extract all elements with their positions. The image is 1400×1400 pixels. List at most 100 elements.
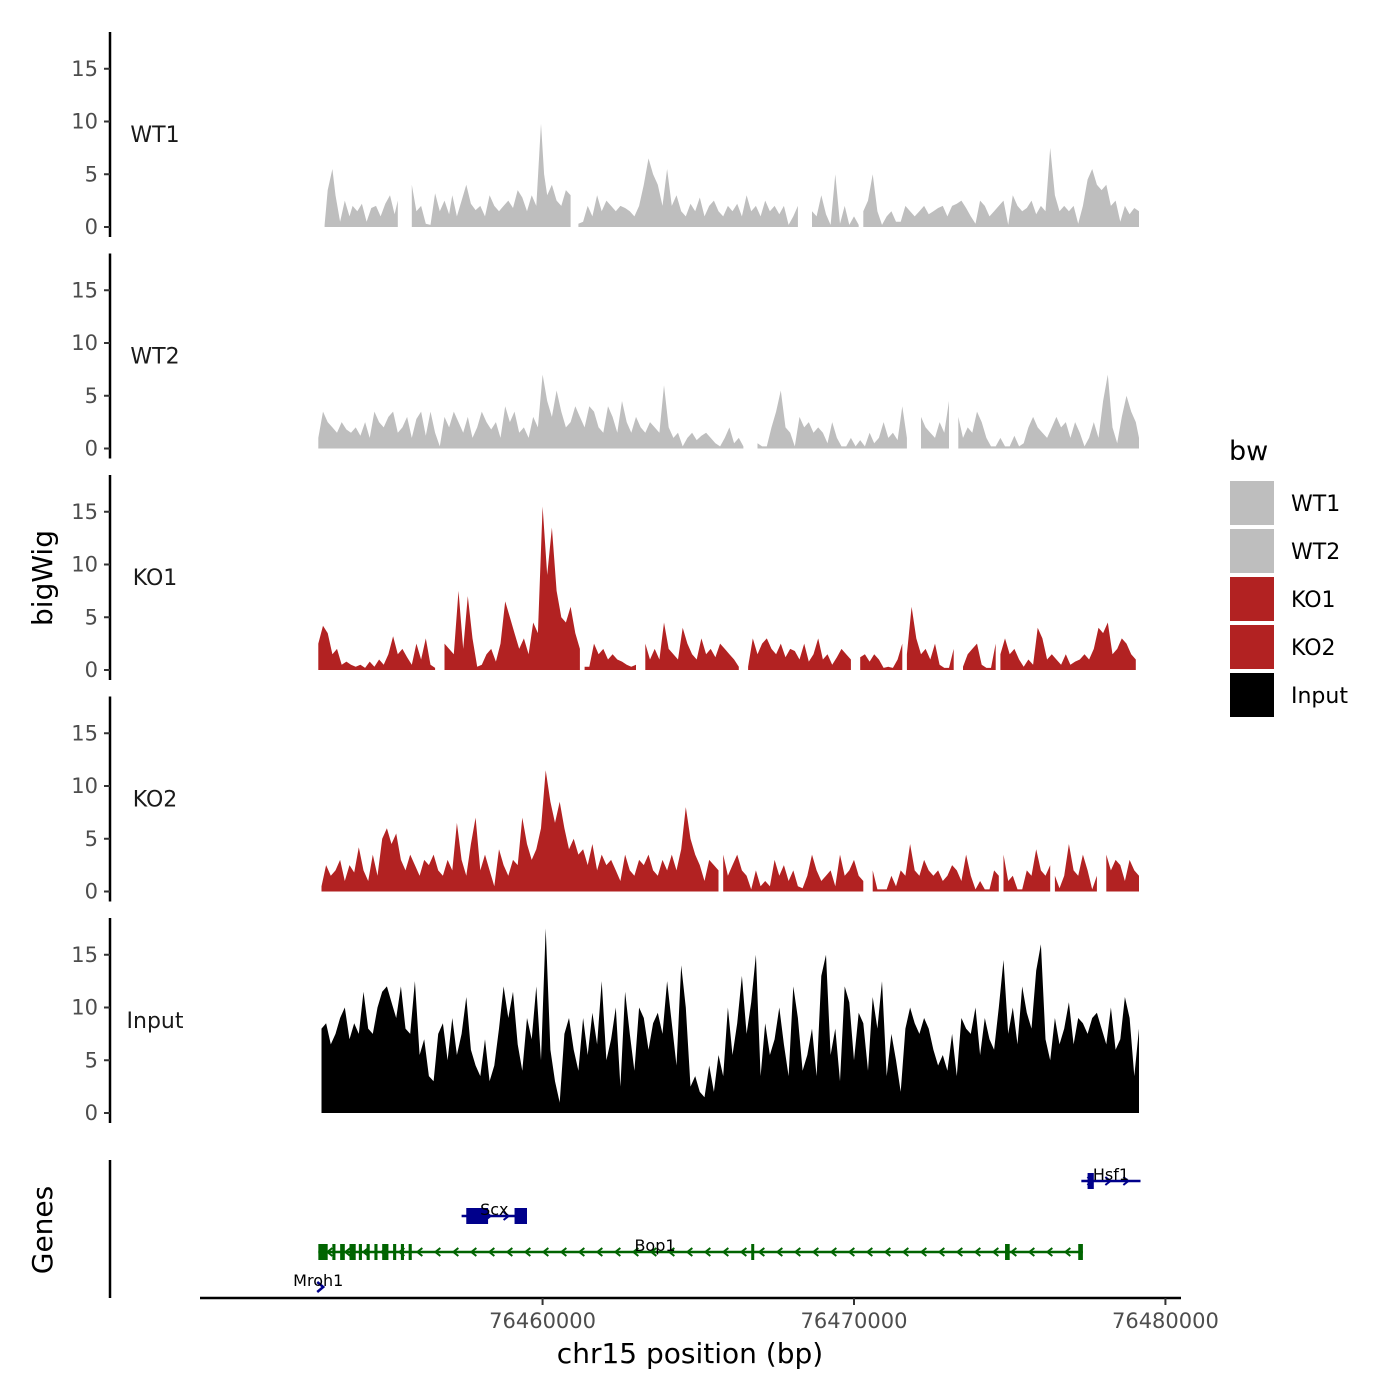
track-area-ko1-6	[906, 606, 954, 670]
gene-strand-chevron-scx	[502, 1211, 511, 1221]
x-axis: 76460000 76470000 76480000	[200, 1296, 1219, 1333]
genes-axis-title: Genes	[26, 1186, 59, 1274]
gene-strand-chevron-hsf1	[1122, 1176, 1130, 1186]
legend-swatch-wt2	[1230, 529, 1274, 573]
gene-exon-bop1-10	[408, 1244, 412, 1260]
gene-hsf1: Hsf1	[1081, 1165, 1141, 1189]
gene-strand-chevron-bop1	[667, 1247, 675, 1257]
gene-strand-chevron-bop1	[577, 1247, 585, 1257]
gene-strand-chevron-bop1	[631, 1247, 639, 1257]
gene-strand-chevron-bop1	[739, 1247, 747, 1257]
gene-exon-bop1-6	[374, 1244, 378, 1260]
track-ko2: 0 5 10 15 KO2	[71, 696, 1139, 904]
track-area-wt2-0	[318, 374, 744, 449]
gene-strand-chevron-bop1	[721, 1247, 729, 1257]
gene-strand-chevron-bop1	[883, 1247, 891, 1257]
legend-title: bw	[1229, 436, 1268, 467]
gene-strand-chevron-bop1	[1009, 1247, 1017, 1257]
y-tick-label-ko1-5: 5	[85, 605, 98, 629]
y-tick-label-wt2-10: 10	[71, 331, 98, 355]
gene-strand-chevron-bop1	[451, 1247, 459, 1257]
gene-body-mroh1	[316, 1281, 326, 1293]
track-area-ko1-8	[1000, 622, 1136, 670]
legend-label-ko1: KO1	[1291, 588, 1336, 613]
track-area-input-0	[321, 928, 1139, 1113]
legend-label-wt2: WT2	[1291, 540, 1340, 565]
y-tick-label-input-0: 0	[85, 1101, 98, 1125]
coverage-tracks: 0 5 10 15 WT1 0 5 10 15 WT2 0 5 10 15 KO1 0 5 10 15 KO2 0 5 10…	[71, 32, 1139, 1125]
gene-exon-scx-0	[466, 1208, 489, 1224]
gene-strand-chevron-bop1	[343, 1247, 351, 1257]
track-wt2: 0 5 10 15 WT2	[71, 253, 1139, 461]
y-tick-label-wt1-10: 10	[71, 110, 98, 134]
track-input: 0 5 10 15 Input	[71, 918, 1139, 1125]
y-tick-label-ko1-0: 0	[85, 658, 98, 682]
gene-strand-chevron-bop1	[973, 1247, 981, 1257]
gene-exon-bop1-2	[340, 1244, 345, 1260]
track-area-wt1-3	[812, 174, 859, 227]
y-tick-label-input-5: 5	[85, 1048, 98, 1072]
gene-label-scx: Scx	[480, 1200, 508, 1219]
track-area-ko2-4	[1054, 844, 1097, 892]
gene-exon-bop1-4	[358, 1244, 362, 1260]
gene-strand-chevron-bop1	[703, 1247, 711, 1257]
track-area-ko2-1	[723, 854, 864, 892]
gene-mroh1: Mroh1	[293, 1271, 343, 1293]
y-tick-label-wt1-5: 5	[85, 162, 98, 186]
track-area-ko1-0	[318, 625, 436, 670]
legend-swatch-ko2	[1230, 625, 1274, 669]
gene-label-hsf1: Hsf1	[1093, 1165, 1129, 1184]
y-tick-label-ko2-0: 0	[85, 880, 98, 904]
gene-strand-chevron-bop1	[955, 1247, 963, 1257]
track-area-ko2-3	[1003, 849, 1051, 892]
gene-exon-bop1-7	[382, 1244, 389, 1260]
track-label-wt2: WT2	[130, 345, 179, 370]
legend-item-ko2: KO2	[1230, 625, 1336, 669]
gene-strand-chevron-bop1	[505, 1247, 513, 1257]
track-area-ko2-0	[321, 770, 719, 892]
gene-strand-chevron-bop1	[937, 1247, 945, 1257]
gene-strand-chevron-bop1	[595, 1247, 603, 1257]
track-label-wt1: WT1	[130, 123, 179, 148]
gene-exon-scx-1	[514, 1208, 527, 1224]
track-area-ko2-2	[872, 844, 999, 892]
legend-item-input: Input	[1230, 673, 1348, 717]
y-tick-label-input-15: 15	[71, 943, 98, 967]
gene-strand-chevron-bop1	[1063, 1247, 1071, 1257]
gene-strand-chevron-bop1	[685, 1247, 693, 1257]
gene-strand-chevron-bop1	[847, 1247, 855, 1257]
track-label-ko1: KO1	[133, 566, 178, 591]
track-area-ko1-5	[860, 643, 903, 670]
y-tick-label-wt2-0: 0	[85, 437, 98, 461]
gene-strand-chevron-bop1	[811, 1247, 819, 1257]
track-area-ko1-1	[444, 506, 580, 670]
legend-item-wt2: WT2	[1230, 529, 1340, 573]
x-axis-title: chr15 position (bp)	[557, 1337, 823, 1370]
gene-bop1: Bop1	[318, 1236, 1083, 1260]
gene-strand-chevron-bop1	[523, 1247, 531, 1257]
gene-exon-bop1-1	[332, 1244, 336, 1260]
y-axis-title: bigWig	[26, 530, 59, 626]
legend-swatch-wt1	[1230, 481, 1274, 525]
gene-strand-chevron-bop1	[1045, 1247, 1053, 1257]
track-wt1: 0 5 10 15 WT1	[71, 32, 1139, 239]
y-tick-label-input-10: 10	[71, 996, 98, 1020]
gene-exon-bop1-8	[393, 1244, 397, 1260]
y-tick-label-ko1-15: 15	[71, 500, 98, 524]
gene-exon-hsf1-0	[1087, 1173, 1094, 1189]
y-tick-label-ko2-15: 15	[71, 721, 98, 745]
y-tick-label-wt2-5: 5	[85, 384, 98, 408]
track-area-wt2-2	[921, 401, 949, 449]
y-tick-label-ko1-10: 10	[71, 553, 98, 577]
y-tick-label-ko2-10: 10	[71, 774, 98, 798]
gene-exon-bop1-11	[751, 1244, 755, 1260]
legend-swatch-input	[1230, 673, 1274, 717]
gene-strand-chevron-bop1	[415, 1247, 423, 1257]
track-area-ko2-5	[1106, 854, 1139, 892]
gene-exon-bop1-5	[366, 1244, 370, 1260]
x-tick-label-76480000: 76480000	[1112, 1309, 1219, 1333]
track-area-wt1-2	[578, 158, 798, 227]
gene-strand-chevron-bop1	[829, 1247, 837, 1257]
